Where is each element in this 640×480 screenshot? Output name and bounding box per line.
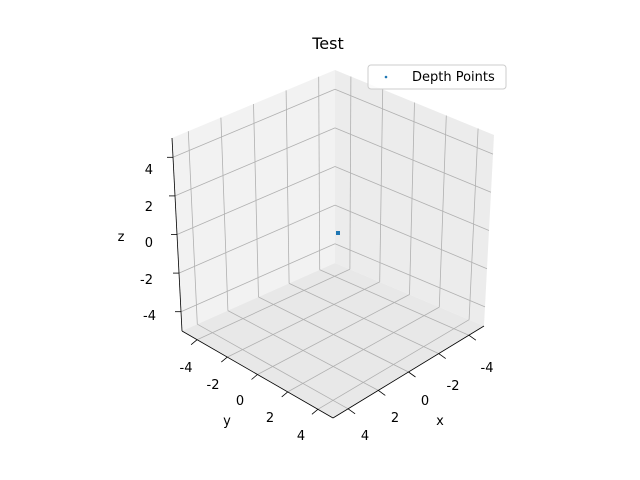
y-grid-floor-line [196, 268, 351, 341]
back-left-pane [172, 70, 335, 331]
legend: Depth Points [367, 64, 507, 90]
y-tick-mark [251, 374, 258, 380]
y-tick-mark [221, 356, 228, 363]
z-grid-right-wall-line [334, 127, 492, 193]
floor-pane [182, 263, 484, 418]
grid-lines [172, 76, 494, 410]
z-grid-right-wall-line [334, 204, 488, 270]
x-tick-mark [468, 334, 477, 341]
y-tick-label: 4 [297, 429, 305, 444]
x-tick-mark [408, 371, 416, 378]
z-tick-label: -2 [140, 273, 153, 288]
z-tick-label: 4 [145, 163, 153, 178]
back-right-pane [335, 70, 494, 326]
y-tick-label: 0 [236, 394, 244, 409]
z-tick-label: 0 [145, 236, 153, 251]
axis-ticks: -4 -2 0 2 4 -4 -2 0 2 4 4 2 0 -2 -4 [140, 156, 494, 444]
z-grid-right-wall-line [334, 88, 494, 155]
depth-point [336, 231, 340, 235]
x-tick-mark [438, 353, 446, 359]
z-grid-right-wall-line [334, 166, 490, 231]
z-grid-left-wall-line [174, 127, 336, 197]
z-tick-label: -4 [143, 309, 156, 324]
y-grid-floor-line [287, 306, 440, 393]
x-tick-label: 4 [361, 429, 369, 444]
y-tick-mark [190, 339, 198, 346]
x-axis-label: x [436, 414, 444, 429]
legend-label: Depth Points [412, 70, 495, 85]
y-grid-floor-line [227, 281, 380, 358]
x-tick-mark [378, 390, 386, 396]
data-points [336, 231, 340, 235]
y-tick-mark [281, 391, 288, 398]
z-grid-right-wall-line [334, 243, 486, 308]
legend-box [367, 64, 507, 90]
x-tick-label: 2 [391, 411, 399, 426]
x-tick-label: -2 [447, 379, 460, 394]
y-tick-label: 2 [266, 411, 274, 426]
x-tick-label: 0 [421, 394, 429, 409]
z-axis-label: z [118, 230, 125, 245]
z-grid-left-wall-line [178, 204, 336, 274]
z-grid-left-wall-line [176, 166, 336, 235]
y-tick-mark [311, 408, 319, 415]
z-tick-label: 2 [145, 200, 153, 215]
y-axis-label: y [223, 414, 231, 429]
y-tick-label: -4 [180, 361, 193, 376]
x-tick-label: -4 [481, 361, 494, 376]
y-grid-floor-line [317, 319, 470, 410]
chart-title: Test [311, 34, 344, 53]
z-grid-left-wall-line [172, 88, 336, 158]
x-tick-mark [347, 408, 356, 415]
legend-marker [384, 75, 388, 79]
z-grid-left-wall-line [180, 243, 336, 313]
y-tick-label: -2 [207, 378, 220, 393]
y-grid-floor-line [257, 294, 410, 375]
